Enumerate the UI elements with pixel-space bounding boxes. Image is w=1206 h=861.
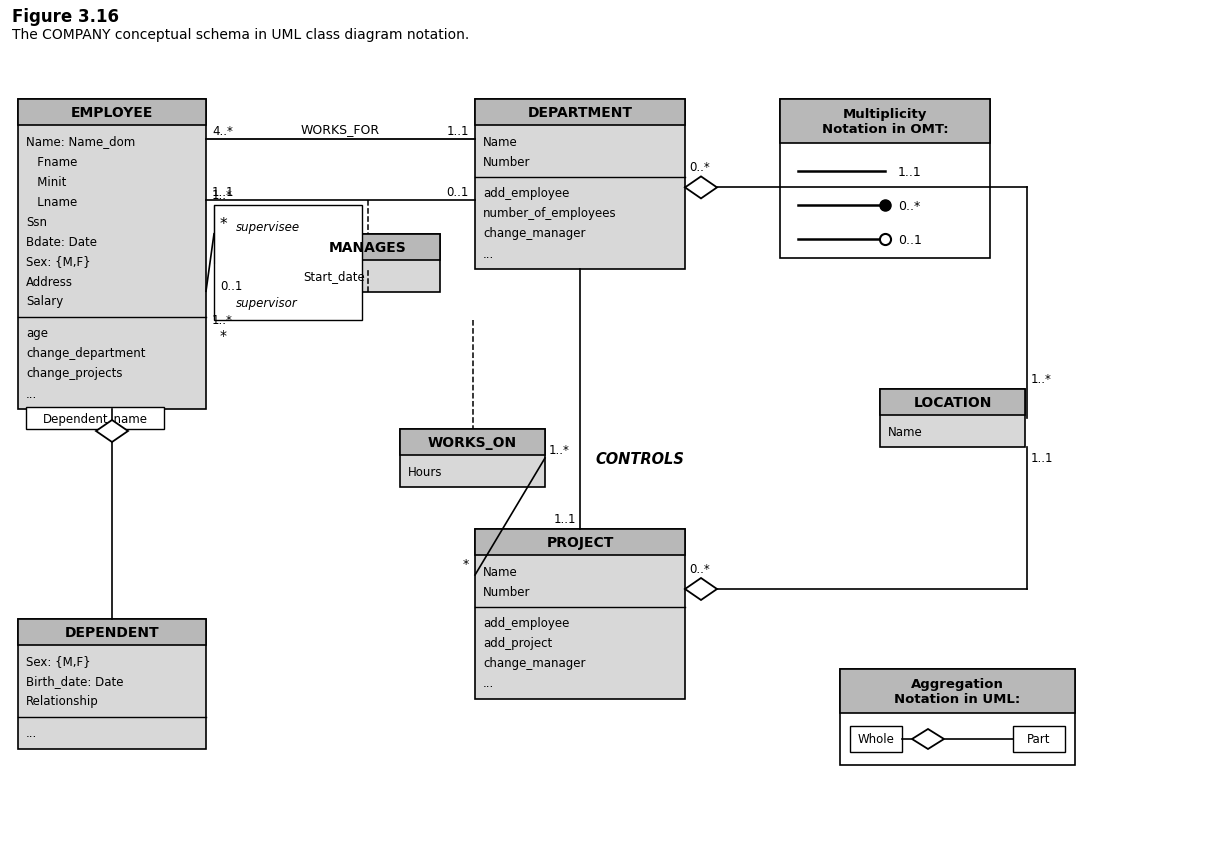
Text: Sex: {M,F}: Sex: {M,F} — [27, 654, 90, 668]
Text: DEPENDENT: DEPENDENT — [65, 625, 159, 639]
Bar — [295, 235, 440, 261]
Text: Name: Name — [888, 425, 923, 438]
Text: add_employee: add_employee — [482, 188, 569, 201]
Text: 1..*: 1..* — [212, 313, 233, 326]
Text: add_project: add_project — [482, 637, 552, 650]
Text: Salary: Salary — [27, 295, 63, 308]
Polygon shape — [96, 420, 128, 443]
Text: Name: Name_dom: Name: Name_dom — [27, 135, 135, 148]
Text: LOCATION: LOCATION — [913, 395, 991, 410]
Text: *: * — [463, 557, 469, 570]
Text: ...: ... — [27, 387, 37, 400]
Text: ...: ... — [482, 247, 494, 260]
Polygon shape — [912, 729, 944, 749]
Text: Ssn: Ssn — [27, 215, 47, 228]
Text: Lname: Lname — [27, 195, 77, 208]
Bar — [841, 669, 1075, 713]
Text: ...: ... — [27, 727, 37, 740]
Text: 0..*: 0..* — [898, 199, 920, 213]
Bar — [880, 389, 1025, 416]
Text: Dependent_name: Dependent_name — [42, 412, 147, 425]
Bar — [475, 100, 685, 269]
Text: WORKS_ON: WORKS_ON — [428, 436, 517, 449]
Text: Fname: Fname — [27, 155, 77, 168]
Bar — [18, 100, 206, 126]
Bar — [400, 430, 545, 455]
Text: Name: Name — [482, 565, 517, 578]
Text: Bdate: Date: Bdate: Date — [27, 235, 96, 248]
Text: Relationship: Relationship — [27, 695, 99, 708]
Text: 1..1: 1..1 — [1031, 451, 1054, 464]
Text: Multiplicity
Notation in OMT:: Multiplicity Notation in OMT: — [821, 108, 948, 136]
Text: Sex: {M,F}: Sex: {M,F} — [27, 255, 90, 268]
Bar — [780, 100, 990, 144]
Text: Part: Part — [1028, 733, 1050, 746]
Bar — [475, 530, 685, 699]
Text: 1..*: 1..* — [549, 443, 570, 456]
Bar — [1013, 726, 1065, 753]
Bar — [18, 619, 206, 749]
Bar — [880, 389, 1025, 448]
Text: number_of_employees: number_of_employees — [482, 208, 616, 220]
Text: PROJECT: PROJECT — [546, 536, 614, 549]
Text: 0..*: 0..* — [689, 562, 710, 575]
Text: Aggregation
Notation in UML:: Aggregation Notation in UML: — [895, 678, 1020, 705]
Text: Whole: Whole — [857, 733, 895, 746]
Text: MANAGES: MANAGES — [328, 241, 406, 255]
Text: DEPARTMENT: DEPARTMENT — [527, 106, 632, 120]
Text: Number: Number — [482, 155, 531, 168]
Text: 1..*: 1..* — [1031, 373, 1052, 386]
Bar — [475, 100, 685, 126]
Polygon shape — [685, 177, 718, 199]
Text: EMPLOYEE: EMPLOYEE — [71, 106, 153, 120]
Text: 1..1: 1..1 — [212, 186, 234, 199]
Text: 1..1: 1..1 — [446, 125, 469, 138]
Text: Address: Address — [27, 276, 74, 288]
Text: 1..1: 1..1 — [554, 512, 576, 525]
Text: change_manager: change_manager — [482, 657, 585, 670]
Text: change_projects: change_projects — [27, 367, 123, 380]
Text: supervisor: supervisor — [236, 296, 298, 309]
Text: Figure 3.16: Figure 3.16 — [12, 8, 119, 26]
Bar — [18, 100, 206, 410]
Text: age: age — [27, 327, 48, 340]
Text: 0..*: 0..* — [689, 161, 710, 174]
Text: Hours: Hours — [408, 465, 443, 478]
Text: Birth_date: Date: Birth_date: Date — [27, 675, 123, 688]
Text: *: * — [219, 216, 228, 232]
Polygon shape — [685, 579, 718, 600]
Text: 0..1: 0..1 — [446, 186, 469, 199]
Bar — [27, 407, 164, 430]
Bar — [295, 235, 440, 293]
Text: 0..1: 0..1 — [219, 279, 242, 292]
Bar — [475, 530, 685, 555]
Text: WORKS_FOR: WORKS_FOR — [302, 123, 380, 136]
Text: change_manager: change_manager — [482, 227, 585, 240]
Bar — [850, 726, 902, 753]
Bar — [213, 206, 362, 320]
Text: The COMPANY conceptual schema in UML class diagram notation.: The COMPANY conceptual schema in UML cla… — [12, 28, 469, 42]
Text: 4..*: 4..* — [212, 125, 233, 138]
Text: CONTROLS: CONTROLS — [596, 452, 685, 467]
Text: 0..1: 0..1 — [898, 233, 921, 246]
Text: supervisee: supervisee — [236, 221, 300, 234]
Bar — [18, 619, 206, 645]
Text: 1..1: 1..1 — [898, 165, 921, 178]
Text: ...: ... — [482, 677, 494, 690]
Text: Start_date: Start_date — [303, 270, 364, 283]
Bar — [780, 100, 990, 258]
Text: Number: Number — [482, 585, 531, 598]
Text: 1..*: 1..* — [212, 189, 233, 201]
Text: change_department: change_department — [27, 347, 146, 360]
Text: add_employee: add_employee — [482, 616, 569, 629]
Text: Minit: Minit — [27, 176, 66, 189]
Text: Name: Name — [482, 135, 517, 148]
Text: *: * — [219, 329, 227, 343]
Bar — [400, 430, 545, 487]
Bar — [841, 669, 1075, 765]
